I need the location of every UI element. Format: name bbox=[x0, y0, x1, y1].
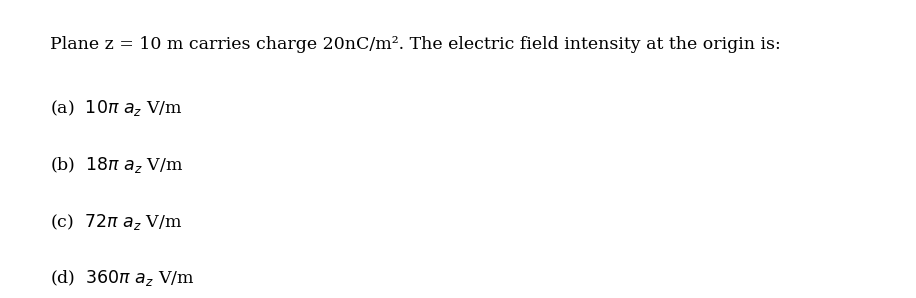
Text: Plane z = 10 m carries charge 20nC/m². The electric field intensity at the origi: Plane z = 10 m carries charge 20nC/m². T… bbox=[49, 36, 780, 53]
Text: (b)  $18\pi\ a_z$ V/m: (b) $18\pi\ a_z$ V/m bbox=[49, 155, 183, 175]
Text: (c)  $72\pi\ a_z$ V/m: (c) $72\pi\ a_z$ V/m bbox=[49, 212, 181, 232]
Text: (d)  $360\pi\ a_z$ V/m: (d) $360\pi\ a_z$ V/m bbox=[49, 268, 194, 288]
Text: (a)  $10\pi\ a_z$ V/m: (a) $10\pi\ a_z$ V/m bbox=[49, 98, 182, 118]
